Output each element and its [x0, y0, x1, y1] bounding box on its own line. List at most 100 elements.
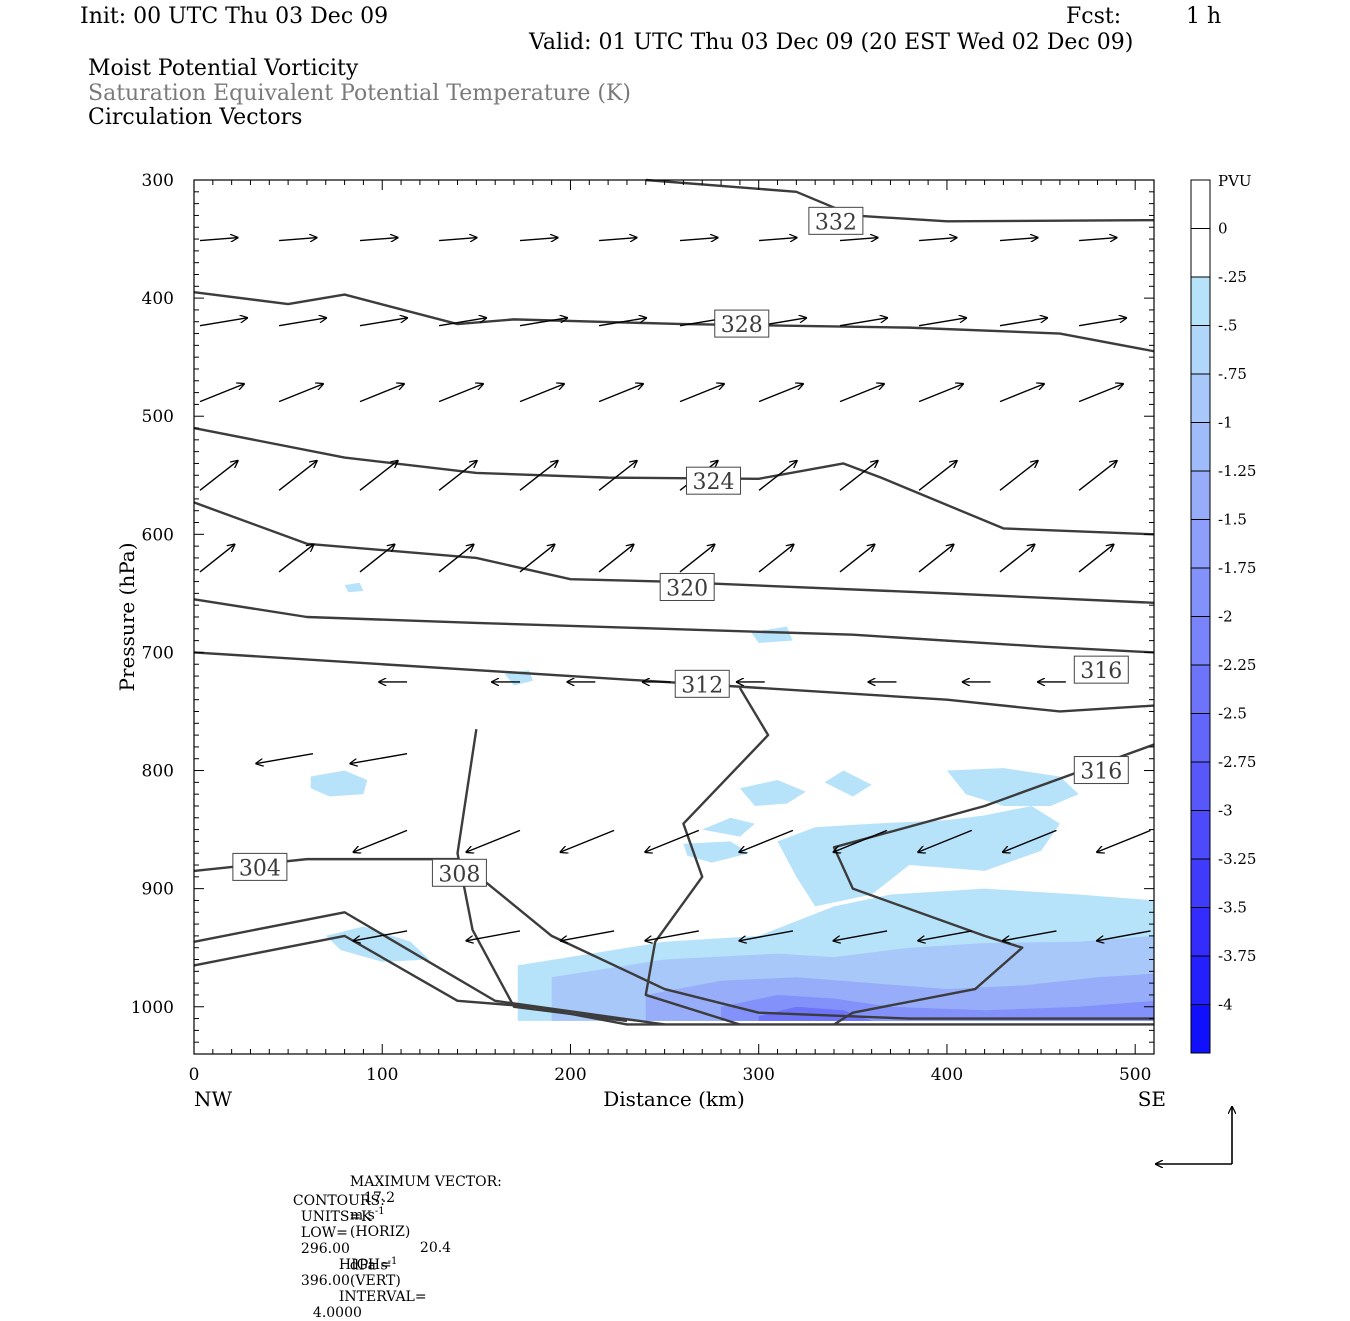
y-tick-label: 400: [142, 289, 174, 309]
colorbar-swatch-8: [1191, 568, 1210, 617]
colorbar-swatch-9: [1191, 616, 1210, 665]
colorbar-swatch-4: [1191, 374, 1210, 423]
mpv-region-1: [777, 805, 1060, 907]
contour-label-box-6: [1073, 756, 1129, 785]
vector-arrow-71: [466, 829, 521, 852]
colorbar-swatch-10: [1191, 665, 1210, 714]
colorbar-label: -2.25: [1218, 656, 1256, 674]
cross-section-chart: 300 400 500 600 700 800 900 1000 0 100 200 300 400 50…: [115, 171, 1256, 1200]
colorbar-label: -2.75: [1218, 753, 1256, 771]
vector-arrow-10: [999, 238, 1038, 241]
contour-labels: 332 328 324 320 312 316 316 304 308: [232, 206, 1129, 887]
colorbar-label: -1.5: [1218, 511, 1247, 529]
vector-arrow-2: [359, 238, 398, 241]
vector-arrow-59: [1078, 544, 1114, 573]
colorbar-label: -3.5: [1218, 899, 1247, 917]
vector-arrow-12: [199, 318, 248, 327]
colorbar-label: -1.75: [1218, 559, 1256, 577]
colorbar-label: -3: [1218, 802, 1233, 820]
colorbar: PVU 0 -.25 -.5 -.75 -1 -1.25 -1.5 -1.75 -2 -2.25 -2…: [1190, 172, 1256, 1054]
vector-arrow-7: [759, 238, 797, 241]
vector-arrow-36: [199, 460, 238, 491]
contour-prefix: CONTOURS:: [292, 1193, 385, 1209]
vector-arrow-55: [758, 544, 794, 573]
contour-low-label: LOW=: [300, 1225, 348, 1241]
theta-es-contour-7: [193, 934, 1154, 1026]
vector-arrow-84: [833, 930, 888, 941]
vector-arrow-54: [679, 544, 715, 573]
y-tick-label: 500: [142, 407, 174, 427]
vector-arrow-78: [1096, 829, 1151, 852]
colorbar-swatch-11: [1191, 713, 1210, 762]
contour-label-box-1: [714, 309, 770, 338]
y-tick-label: 700: [142, 643, 174, 663]
vector-arrow-82: [644, 930, 699, 941]
contour-high-value: 396.00: [300, 1273, 350, 1289]
contour-high-label: HIGH=: [338, 1257, 392, 1273]
theta-es-contour-9: [456, 729, 628, 1023]
vector-arrow-77: [1002, 829, 1057, 852]
vector-arrow-34: [999, 384, 1045, 403]
vector-arrow-11: [1079, 238, 1117, 241]
vector-arrow-39: [438, 460, 477, 491]
colorbar-label: 0: [1218, 220, 1228, 238]
mpv-region-4: [824, 770, 872, 797]
vector-arrow-4: [519, 238, 558, 241]
vector-arrow-69: [349, 753, 408, 764]
vector-arrow-74: [739, 829, 794, 852]
vector-arrow-26: [359, 384, 405, 403]
colorbar-label: -2.5: [1218, 705, 1247, 723]
colorbar-swatch-7: [1191, 519, 1210, 568]
mpv-region-11: [344, 582, 364, 593]
valid-time: Valid: 01 UTC Thu 03 Dec 09 (20 EST Wed …: [529, 30, 1134, 55]
mpv-region-2: [946, 768, 1079, 806]
vector-arrow-1: [279, 238, 317, 241]
vector-arrow-30: [679, 384, 725, 403]
contour-interval-label: INTERVAL=: [338, 1289, 427, 1305]
theta-es-contour-4: [193, 598, 1155, 654]
vector-arrow-52: [519, 544, 555, 573]
vector-arrow-79: [353, 930, 408, 941]
contour-label-2: 324: [693, 470, 735, 495]
endpoint-left-label: NW: [194, 1087, 233, 1111]
vector-arrow-38: [359, 460, 398, 491]
vector-arrow-27: [438, 384, 484, 403]
colorbar-swatch-14: [1191, 859, 1210, 908]
init-time: Init: 00 UTC Thu 03 Dec 09: [80, 4, 389, 29]
forecast-label: Fcst:: [1066, 4, 1122, 29]
vector-arrow-87: [1096, 930, 1151, 941]
contour-label-box-4: [674, 669, 730, 698]
vector-arrow-58: [999, 544, 1035, 573]
x-tick-label: 500: [1119, 1065, 1151, 1085]
contour-info-line: CONTOURS: UNITS=K LOW= 296.00 HIGH= 396.…: [284, 1177, 427, 1321]
vector-arrow-46: [999, 460, 1038, 491]
field-title-theta-es: Saturation Equivalent Potential Temperat…: [88, 81, 631, 106]
y-tick-label: 300: [142, 171, 174, 191]
vector-arrow-23: [1078, 318, 1127, 327]
colorbar-label: -.75: [1218, 365, 1247, 383]
vector-arrow-76: [917, 829, 973, 852]
vector-arrow-49: [278, 544, 314, 573]
vector-arrow-37: [278, 460, 317, 491]
contour-label-1: 328: [721, 313, 763, 338]
vector-arrow-28: [519, 384, 565, 403]
colorbar-label: -1.25: [1218, 462, 1256, 480]
forecast-hour: 1 h: [1186, 4, 1222, 29]
theta-es-contour-8: [193, 911, 665, 1026]
vector-arrow-56: [839, 544, 875, 573]
contour-label-box-8: [431, 858, 487, 887]
vector-arrow-40: [519, 460, 558, 491]
mpv-shading: [310, 582, 1154, 1021]
colorbar-swatch-6: [1191, 471, 1210, 520]
x-tick-label: 200: [554, 1065, 586, 1085]
colorbar-swatch-1: [1191, 228, 1210, 277]
theta-es-contour-10: [644, 687, 770, 1026]
field-title-mpv: Moist Potential Vorticity: [88, 56, 359, 81]
theta-es-contour-5: [193, 651, 1155, 713]
vector-arrow-72: [560, 829, 615, 852]
vector-arrow-21: [918, 318, 967, 327]
contour-label-7: 304: [239, 856, 281, 881]
vector-arrow-53: [598, 544, 634, 573]
contour-label-box-0: [808, 206, 864, 235]
mpv-region-7: [310, 770, 368, 797]
